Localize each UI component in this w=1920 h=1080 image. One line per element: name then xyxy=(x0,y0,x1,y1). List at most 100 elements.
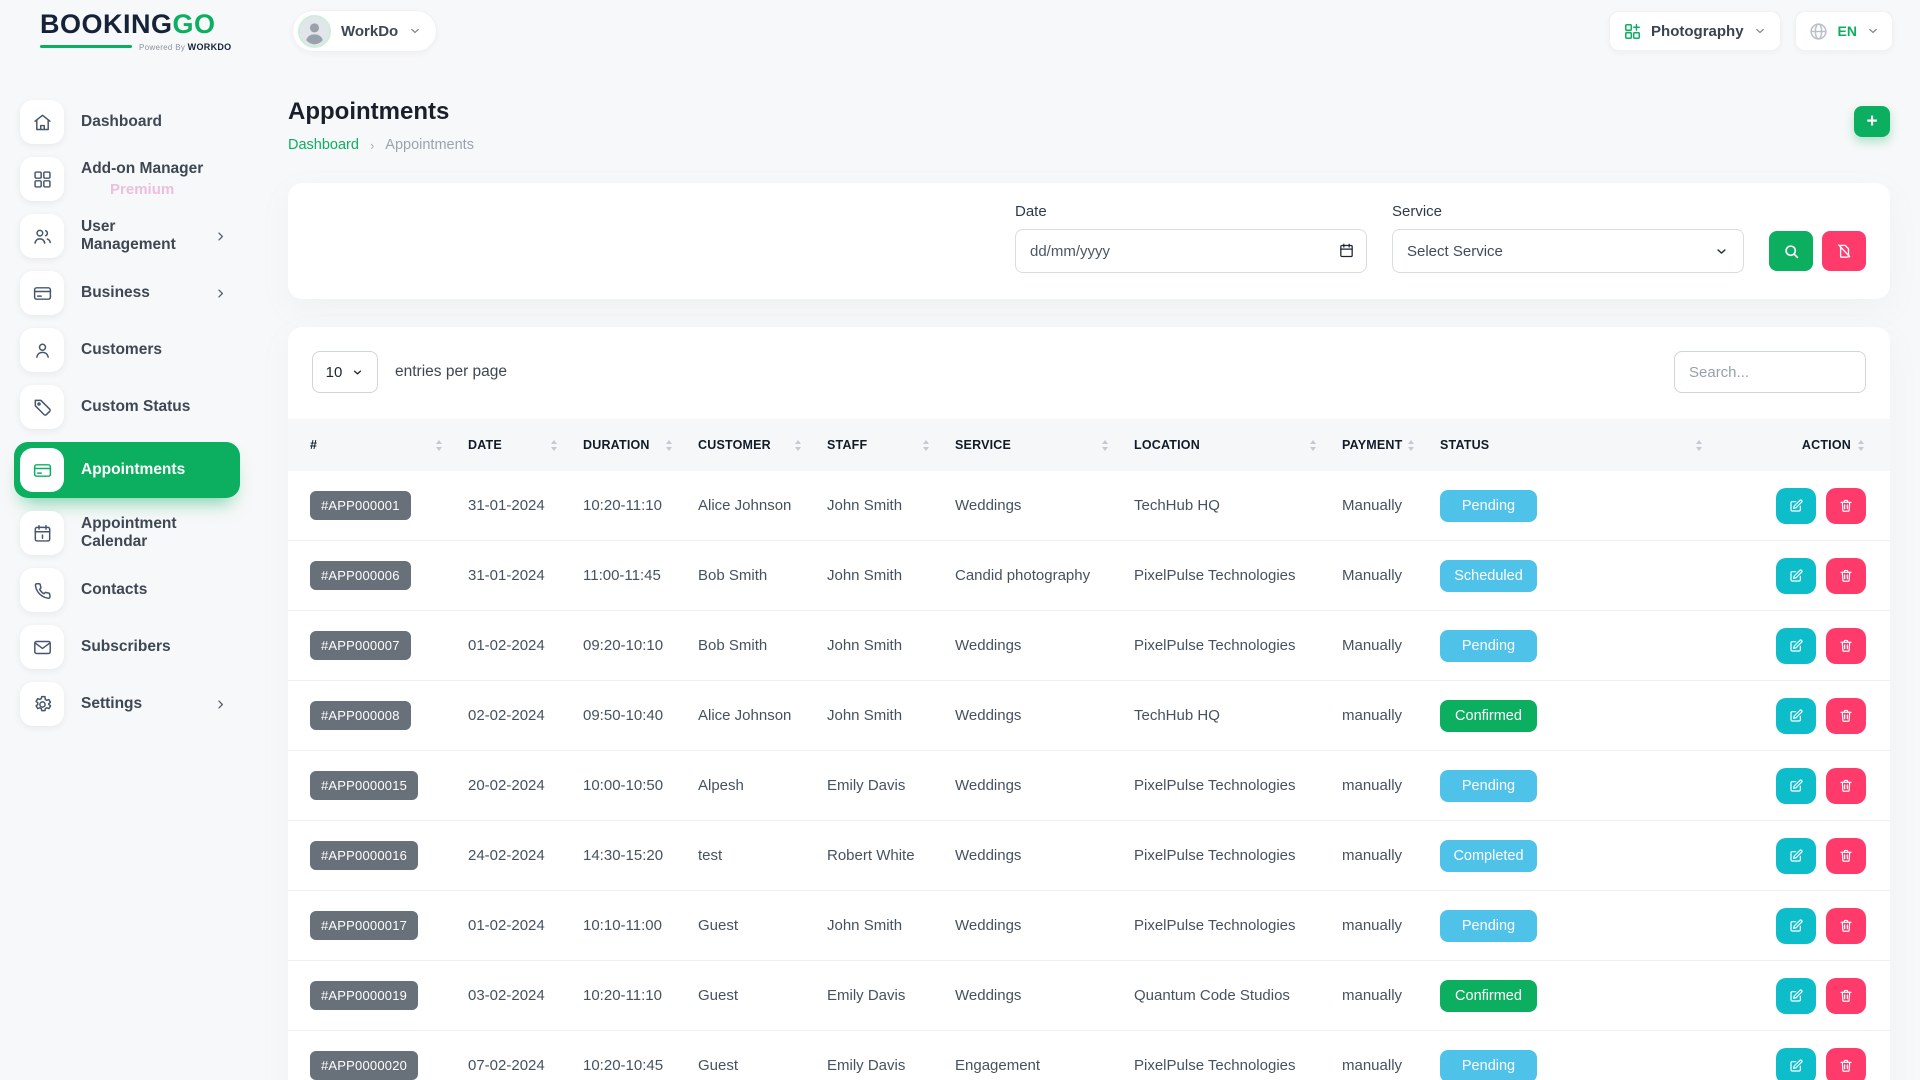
breadcrumb-current: Appointments xyxy=(385,137,474,153)
trash-icon xyxy=(1840,779,1852,792)
delete-button[interactable] xyxy=(1826,697,1866,734)
delete-button[interactable] xyxy=(1826,557,1866,594)
edit-button[interactable] xyxy=(1776,487,1816,524)
page-header: Appointments Dashboard › Appointments + xyxy=(288,98,1890,153)
chevron-down-icon xyxy=(1714,244,1729,259)
edit-button[interactable] xyxy=(1776,767,1816,804)
edit-button[interactable] xyxy=(1776,697,1816,734)
users-icon-tile xyxy=(20,214,64,258)
edit-button[interactable] xyxy=(1776,977,1816,1014)
sidebar-item-user-management[interactable]: User Management xyxy=(20,214,240,258)
cell-payment: manually xyxy=(1342,917,1403,934)
cell-actions xyxy=(1728,697,1866,734)
cell-service: Weddings xyxy=(955,847,1022,864)
chevron-down-icon xyxy=(408,24,422,38)
sidebar-item-label: Settings xyxy=(81,695,143,712)
tag-icon-tile xyxy=(20,385,64,429)
breadcrumb: Dashboard › Appointments xyxy=(288,137,474,153)
chevron-right-icon xyxy=(218,231,223,241)
edit-button[interactable] xyxy=(1776,837,1816,874)
breadcrumb-dashboard-link[interactable]: Dashboard xyxy=(288,137,359,153)
sidebar-item-label: User Management xyxy=(81,218,176,253)
column-header-payment[interactable]: PAYMENT xyxy=(1342,438,1440,452)
workspace-switcher[interactable]: WorkDo xyxy=(292,10,438,52)
table-search-input[interactable] xyxy=(1674,351,1866,393)
sidebar-item-customers[interactable]: Customers xyxy=(20,328,240,372)
cell-payment: manually xyxy=(1342,847,1403,864)
status-badge: Pending xyxy=(1440,1049,1537,1080)
cell-actions xyxy=(1728,837,1866,874)
cell-customer: Alice Johnson xyxy=(698,497,792,514)
edit-button[interactable] xyxy=(1776,627,1816,664)
filter-search-button[interactable] xyxy=(1769,231,1813,271)
delete-button[interactable] xyxy=(1826,977,1866,1014)
add-appointment-button[interactable]: + xyxy=(1854,106,1890,137)
module-switcher[interactable]: Photography xyxy=(1609,11,1781,51)
column-header-id[interactable]: # xyxy=(310,438,468,452)
cell-date: 02-02-2024 xyxy=(468,707,545,724)
sidebar-item-business[interactable]: Business xyxy=(20,271,240,315)
entries-per-page-label: entries per page xyxy=(395,363,508,380)
delete-button[interactable] xyxy=(1826,487,1866,524)
delete-button[interactable] xyxy=(1826,837,1866,874)
edit-button[interactable] xyxy=(1776,1047,1816,1080)
cell-customer: Alice Johnson xyxy=(698,707,792,724)
column-header-service[interactable]: SERVICE xyxy=(955,438,1134,452)
sidebar-item-custom-status[interactable]: Custom Status xyxy=(20,385,240,429)
brand-name-secondary: GO xyxy=(172,8,216,39)
column-header-staff[interactable]: STAFF xyxy=(827,438,955,452)
delete-button[interactable] xyxy=(1826,627,1866,664)
filter-reset-button[interactable] xyxy=(1822,231,1866,271)
cell-service: Candid photography xyxy=(955,567,1091,584)
column-header-action[interactable]: ACTION xyxy=(1728,438,1866,452)
sidebar-item-appointments[interactable]: Appointments xyxy=(14,442,240,498)
cell-date: 20-02-2024 xyxy=(468,777,545,794)
cell-date: 03-02-2024 xyxy=(468,987,545,1004)
trash-icon xyxy=(1840,569,1852,582)
appointment-id-badge: #APP0000016 xyxy=(310,841,419,870)
trash-icon xyxy=(1840,639,1852,652)
sidebar-item-appointment-calendar[interactable]: Appointment Calendar xyxy=(20,511,240,555)
edit-button[interactable] xyxy=(1776,557,1816,594)
cell-date: 31-01-2024 xyxy=(468,567,545,584)
cell-service: Weddings xyxy=(955,987,1022,1004)
delete-button[interactable] xyxy=(1826,767,1866,804)
cell-payment: manually xyxy=(1342,987,1403,1004)
sidebar-item-contacts[interactable]: Contacts xyxy=(20,568,240,612)
sidebar-item-dashboard[interactable]: Dashboard xyxy=(20,100,240,144)
delete-button[interactable] xyxy=(1826,907,1866,944)
gear-icon xyxy=(34,695,51,711)
sidebar-item-add-on-manager[interactable]: Add-on Manager Premium xyxy=(20,157,240,201)
globe-icon xyxy=(1808,21,1829,42)
status-badge: Scheduled xyxy=(1440,559,1537,592)
cell-duration: 14:30-15:20 xyxy=(583,847,664,864)
service-filter-group: Service Select Service xyxy=(1392,203,1744,273)
cell-duration: 10:10-11:00 xyxy=(583,917,662,934)
column-header-duration[interactable]: DURATION xyxy=(583,438,698,452)
edit-button[interactable] xyxy=(1776,907,1816,944)
column-header-customer[interactable]: CUSTOMER xyxy=(698,438,827,452)
language-switcher[interactable]: EN xyxy=(1794,11,1893,51)
sidebar-item-subscribers[interactable]: Subscribers xyxy=(20,625,240,669)
appointments-table-card: 10 entries per page # DATE DURATION CUSTOME… xyxy=(288,327,1890,1080)
column-header-location[interactable]: LOCATION xyxy=(1134,438,1342,452)
calendar-icon[interactable] xyxy=(1338,242,1355,259)
appointment-id-badge: #APP000006 xyxy=(310,561,411,590)
sidebar-item-settings[interactable]: Settings xyxy=(20,682,240,726)
table-row: #APP0000015 20-02-2024 10:00-10:50 Alpesh Em… xyxy=(288,751,1890,821)
sidebar-item-label: Dashboard xyxy=(81,113,162,130)
cell-date: 24-02-2024 xyxy=(468,847,545,864)
cell-customer: Guest xyxy=(698,1057,739,1074)
appointments-icon xyxy=(33,463,51,477)
column-header-status[interactable]: STATUS xyxy=(1440,438,1728,452)
delete-button[interactable] xyxy=(1826,1047,1866,1080)
service-filter-select[interactable]: Select Service xyxy=(1392,229,1744,273)
cell-payment: manually xyxy=(1342,707,1403,724)
phone-icon-tile xyxy=(20,568,64,612)
chevron-right-icon xyxy=(218,699,223,709)
date-filter-input[interactable] xyxy=(1015,229,1367,273)
column-header-date[interactable]: DATE xyxy=(468,438,583,452)
workspace-name: WorkDo xyxy=(341,22,399,40)
users-icon xyxy=(33,229,51,244)
page-size-select[interactable]: 10 xyxy=(312,351,378,393)
